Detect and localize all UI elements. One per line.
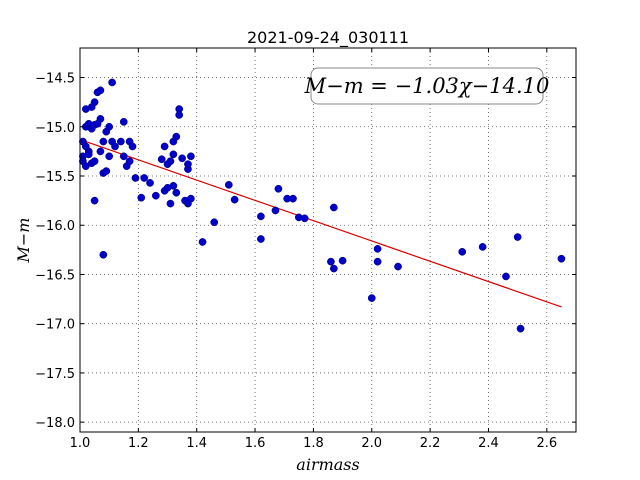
data-point <box>329 203 338 212</box>
x-tick-label: 2.2 <box>420 436 441 451</box>
data-point <box>394 262 402 271</box>
data-point <box>198 238 207 246</box>
x-tick-label: 2.0 <box>361 436 382 451</box>
data-point <box>119 152 128 161</box>
data-point <box>116 137 125 146</box>
data-point <box>96 147 105 156</box>
plot-frame <box>79 47 577 433</box>
data-point <box>105 122 114 131</box>
data-point <box>166 157 175 166</box>
y-tick-label: −16.5 <box>35 268 75 283</box>
data-point <box>329 264 338 273</box>
fit-line-layer <box>85 141 562 308</box>
data-point <box>187 194 195 203</box>
data-point <box>119 117 128 126</box>
fit-line <box>85 141 562 308</box>
data-point <box>99 250 108 259</box>
data-point <box>140 174 149 182</box>
data-point <box>478 243 487 251</box>
data-point <box>184 160 192 169</box>
x-tick-label: 1.6 <box>245 436 266 451</box>
x-tick-label: 2.6 <box>536 436 557 451</box>
data-point <box>230 195 239 204</box>
data-point <box>224 181 233 189</box>
data-point <box>157 155 166 164</box>
data-point <box>84 150 93 159</box>
data-point <box>187 152 195 161</box>
data-point <box>210 218 219 227</box>
data-point <box>102 167 111 175</box>
data-point <box>513 233 522 241</box>
data-point <box>373 257 382 266</box>
data-point <box>131 174 140 182</box>
data-point <box>175 111 184 119</box>
y-tick-label: −16.0 <box>35 219 75 234</box>
x-tick-label: 1.4 <box>186 436 207 451</box>
data-point <box>169 150 178 159</box>
data-point <box>152 191 160 200</box>
data-point <box>271 206 280 215</box>
data-point <box>90 196 99 205</box>
data-point <box>146 179 154 187</box>
data-point <box>166 199 175 208</box>
data-point <box>458 247 467 256</box>
x-tick-label: 2.4 <box>478 436 499 451</box>
data-points <box>79 78 566 333</box>
data-point <box>502 272 510 281</box>
x-tick-label: 1.2 <box>128 436 149 451</box>
data-point <box>96 115 105 123</box>
data-point <box>373 245 382 253</box>
data-point <box>300 214 309 223</box>
y-tick-label: −17.0 <box>35 318 75 333</box>
y-tick-label: −15.0 <box>35 121 75 136</box>
fit-annotation-box: M−m = −1.03χ−14.10 <box>304 67 550 105</box>
data-point <box>172 188 181 197</box>
y-axis-label: M−m <box>14 218 33 264</box>
data-point <box>274 184 283 193</box>
data-point <box>327 257 335 266</box>
chart-title: 2021-09-24_030111 <box>247 28 409 48</box>
y-tick-label: −17.5 <box>35 367 75 382</box>
data-point <box>257 212 265 221</box>
data-point <box>111 142 119 151</box>
axis-ticks: 1.0 1.2 1.4 1.6 1.8 2.0 2.2 2.4 2.6 −14.5 −15.0 −15… <box>35 48 576 451</box>
data-point <box>90 98 99 107</box>
fit-annotation-frame <box>310 67 544 105</box>
x-tick-label: 1.0 <box>70 436 91 451</box>
data-point <box>105 152 114 161</box>
data-point <box>125 157 134 166</box>
data-point <box>99 137 108 146</box>
data-point <box>338 256 347 265</box>
data-point <box>96 86 105 95</box>
data-point <box>289 194 297 203</box>
data-point <box>108 78 116 87</box>
y-tick-label: −14.5 <box>35 72 75 87</box>
x-tick-label: 1.8 <box>303 436 324 451</box>
fit-equation: M−m = −1.03χ−14.10 <box>304 74 550 98</box>
y-tick-label: −15.5 <box>35 170 75 185</box>
data-point <box>137 193 146 202</box>
data-point <box>516 324 525 333</box>
data-point <box>367 294 376 302</box>
data-point <box>178 154 186 163</box>
data-point <box>172 132 181 141</box>
data-point <box>257 235 265 243</box>
data-point <box>128 142 137 151</box>
data-point <box>169 181 178 190</box>
data-point <box>90 157 99 166</box>
data-point <box>557 254 566 263</box>
x-axis-label: airmass <box>296 455 359 474</box>
y-tick-label: −18.0 <box>35 416 75 431</box>
data-point <box>160 142 169 151</box>
